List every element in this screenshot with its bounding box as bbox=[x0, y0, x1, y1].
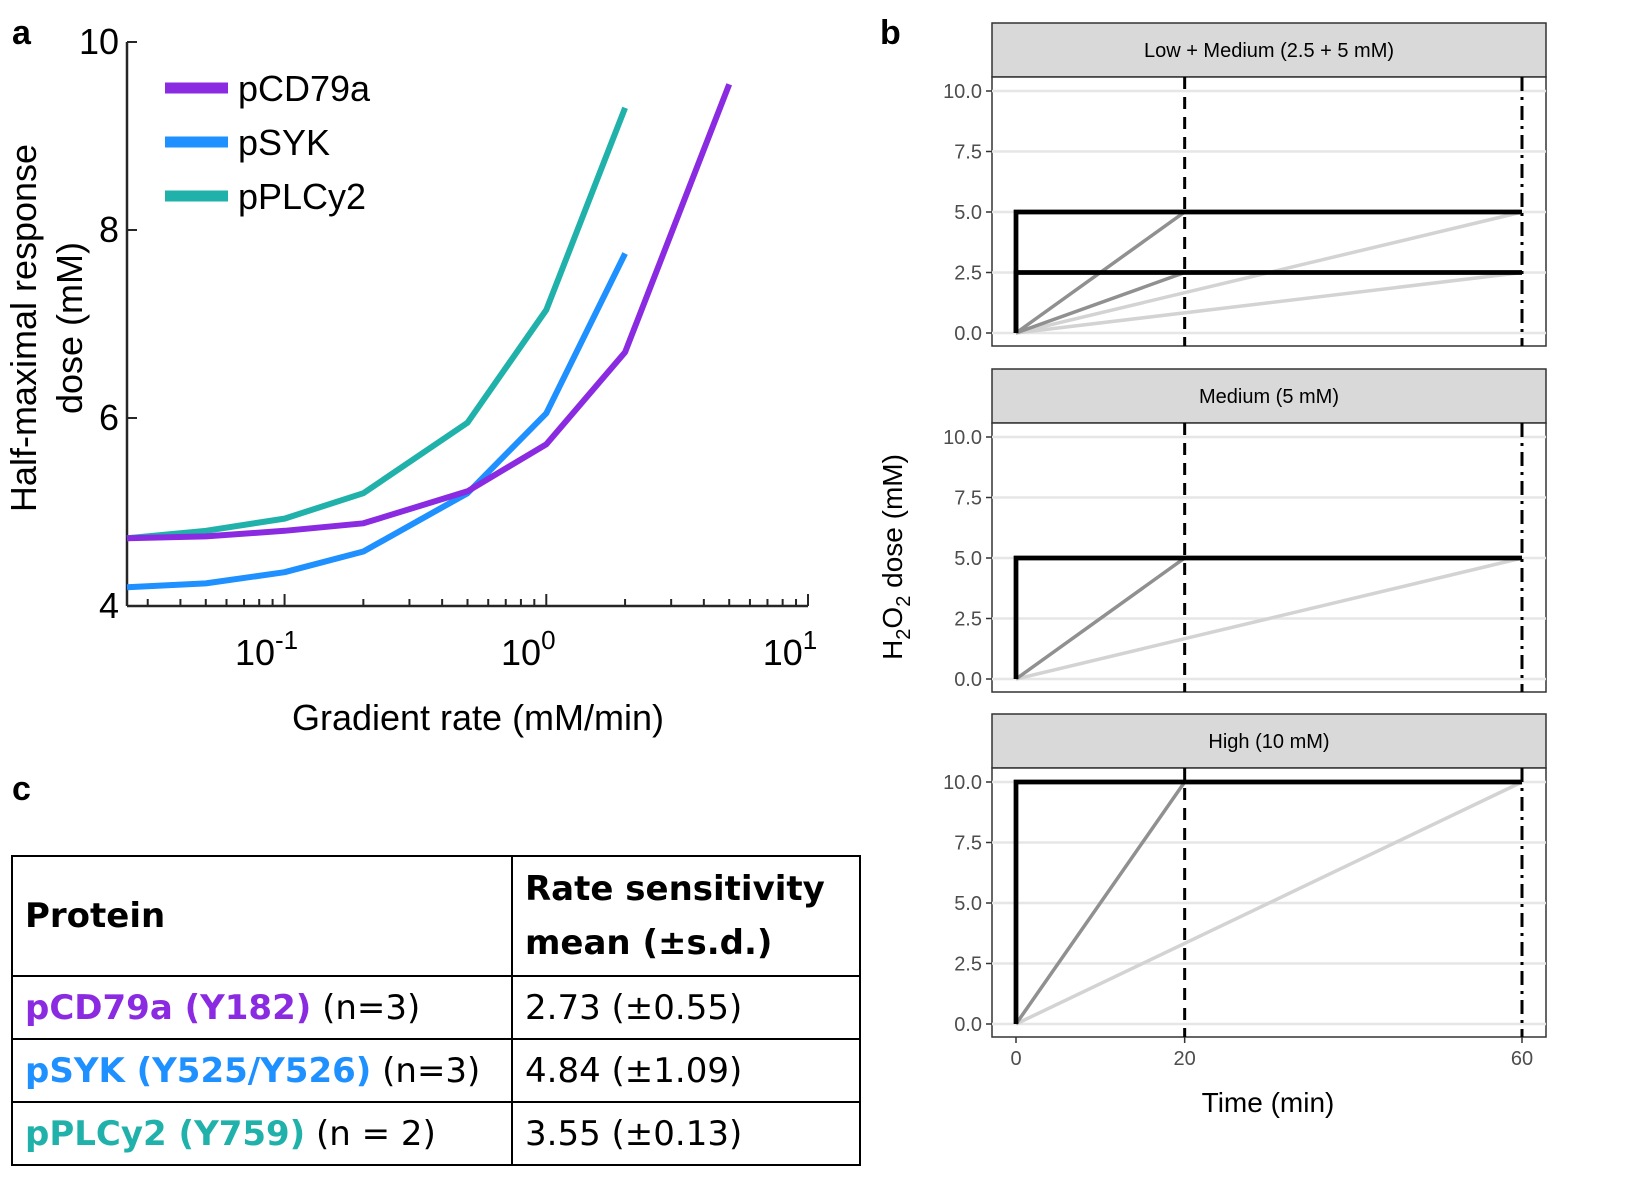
gradient-profile-line bbox=[1015, 780, 1523, 1026]
panel-label-b: b bbox=[880, 14, 901, 52]
table-row: pCD79a (Y182) (n=3) 2.73 (±0.55) bbox=[11, 975, 861, 1040]
panel-a-series bbox=[126, 83, 732, 591]
series-line-pSYK bbox=[126, 252, 628, 591]
gradient-profile-line bbox=[1015, 556, 1523, 681]
y-tick-label: 2.5 bbox=[954, 263, 982, 285]
facet-strip bbox=[991, 22, 1547, 78]
y-tick-label: 10.0 bbox=[943, 427, 982, 449]
x-tick-label: 10-1 bbox=[235, 625, 298, 673]
panel-a-legend: pCD79a pSYK pPLCy2 bbox=[165, 68, 371, 217]
y-tick-label: 10.0 bbox=[943, 81, 982, 103]
y-tick-label: 8 bbox=[99, 209, 119, 250]
y-tick-label: 2.5 bbox=[954, 954, 982, 976]
facet-strip bbox=[991, 368, 1547, 424]
header-rate-sensitivity: Rate sensitivity mean (±s.d.) bbox=[511, 855, 861, 977]
sample-count: (n=3) bbox=[322, 987, 421, 1028]
header-rate-line2: mean (±s.d.) bbox=[525, 923, 773, 963]
protein-cell: pPLCy2 (Y759) (n = 2) bbox=[11, 1101, 513, 1166]
x-tick-label: 100 bbox=[501, 625, 556, 673]
y-tick-label: 5.0 bbox=[954, 202, 982, 224]
table-row: pSYK (Y525/Y526) (n=3) 4.84 (±1.09) bbox=[11, 1038, 861, 1103]
y-tick-label: 5.0 bbox=[954, 893, 982, 915]
y-tick-label: 0.0 bbox=[954, 323, 982, 345]
y-tick-label: 0.0 bbox=[954, 1014, 982, 1036]
y-tick-label: 6 bbox=[99, 397, 119, 438]
rate-sensitivity-table: Protein Rate sensitivity mean (±s.d.) pC… bbox=[11, 855, 861, 1166]
y-tick-label: 4 bbox=[99, 585, 119, 626]
y-tick-label: 2.5 bbox=[954, 609, 982, 631]
sample-count: (n=3) bbox=[382, 1050, 481, 1091]
protein-name: pPLCy2 (Y759) bbox=[25, 1113, 306, 1154]
y-tick-label: 7.5 bbox=[954, 142, 982, 164]
legend-label: pCD79a bbox=[238, 68, 371, 109]
y-tick-label: 7.5 bbox=[954, 833, 982, 855]
series-line-pCD79a bbox=[126, 83, 732, 542]
x-tick-label: 60 bbox=[1511, 1048, 1533, 1070]
rate-value-cell: 4.84 (±1.09) bbox=[511, 1038, 861, 1103]
table-header-row: Protein Rate sensitivity mean (±s.d.) bbox=[11, 855, 861, 977]
facet-title: High (10 mM) bbox=[1208, 731, 1329, 753]
rate-value-cell: 2.73 (±0.55) bbox=[511, 975, 861, 1040]
header-rate-line1: Rate sensitivity bbox=[525, 869, 825, 909]
protein-cell: pCD79a (Y182) (n=3) bbox=[11, 975, 513, 1040]
gradient-profile-line bbox=[1015, 270, 1523, 335]
protein-name: pSYK (Y525/Y526) bbox=[25, 1050, 372, 1091]
panel-b-y-axis-label: H2O2 dose (mM) bbox=[877, 454, 915, 660]
panel-a-chart: 4 6 8 10 10-1 100 101 pCD79a pSYK pPLCy2 Gradien… bbox=[3, 21, 817, 738]
x-tick-label: 20 bbox=[1174, 1048, 1196, 1070]
y-tick-label: 10.0 bbox=[943, 772, 982, 794]
protein-name: pCD79a (Y182) bbox=[25, 987, 312, 1028]
header-protein: Protein bbox=[11, 855, 513, 977]
facet-panel: Low + Medium (2.5 + 5 mM) 0.0 2.5 5.0 7.5 10.… bbox=[943, 22, 1547, 347]
series-line-pPLCy2 bbox=[126, 106, 628, 542]
y-tick-label: 10 bbox=[79, 21, 119, 62]
panel-b-x-axis-label: Time (min) bbox=[1202, 1087, 1335, 1118]
panel-a-axes: 4 6 8 10 10-1 100 101 bbox=[79, 21, 817, 673]
facet-panel: High (10 mM) 0.0 2.5 5.0 7.5 10.0 0 20 60 bbox=[943, 713, 1547, 1070]
panel-label-c: c bbox=[12, 770, 31, 808]
panel-label-a: a bbox=[12, 14, 32, 52]
facet-panel: Medium (5 mM) 0.0 2.5 5.0 7.5 10.0 bbox=[943, 368, 1547, 693]
facet-title: Low + Medium (2.5 + 5 mM) bbox=[1144, 40, 1394, 62]
table-row: pPLCy2 (Y759) (n = 2) 3.55 (±0.13) bbox=[11, 1101, 861, 1166]
sample-count: (n = 2) bbox=[316, 1113, 436, 1154]
protein-cell: pSYK (Y525/Y526) (n=3) bbox=[11, 1038, 513, 1103]
y-tick-label: 0.0 bbox=[954, 669, 982, 691]
step-profile-line bbox=[1013, 270, 1522, 333]
y-tick-label: 7.5 bbox=[954, 488, 982, 510]
step-profile-line bbox=[1013, 779, 1522, 1024]
y-tick-label: 5.0 bbox=[954, 548, 982, 570]
panel-a-y-axis-label-line1: Half-maximal response bbox=[3, 144, 44, 512]
x-tick-label: 0 bbox=[1010, 1048, 1021, 1070]
panel-a-x-axis-label: Gradient rate (mM/min) bbox=[292, 697, 664, 738]
panel-b-chart: Low + Medium (2.5 + 5 mM) 0.0 2.5 5.0 7.5 10.… bbox=[943, 22, 1547, 1070]
rate-value-cell: 3.55 (±0.13) bbox=[511, 1101, 861, 1166]
legend-label: pPLCy2 bbox=[238, 176, 366, 217]
x-tick-label: 101 bbox=[763, 625, 818, 673]
facet-title: Medium (5 mM) bbox=[1199, 386, 1339, 408]
panel-a-y-axis-label-line2: dose (mM) bbox=[49, 242, 90, 414]
step-profile-line bbox=[1013, 555, 1522, 679]
legend-label: pSYK bbox=[238, 122, 330, 163]
